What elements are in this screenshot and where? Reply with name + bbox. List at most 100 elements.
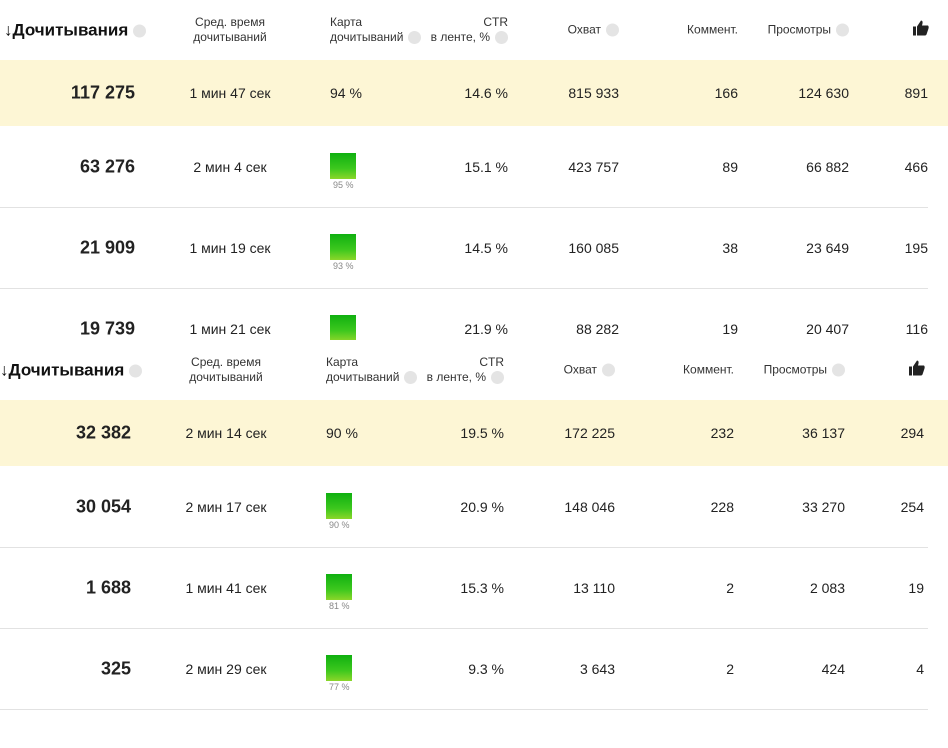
read-map-percent: 93 %	[333, 261, 354, 271]
table-cell: 13 110	[573, 579, 615, 596]
read-map	[326, 655, 352, 681]
table-cell: 90 %	[326, 425, 358, 441]
table-cell: 63 276	[79, 156, 135, 176]
read-map-percent: 95 %	[333, 180, 354, 190]
table-cell: 2	[726, 579, 734, 596]
read-map	[330, 315, 356, 341]
help-icon[interactable]	[602, 363, 615, 377]
table-cell: 15.3 %	[460, 579, 504, 596]
table-cell: 117 275	[70, 82, 135, 103]
table-cell: 148 046	[564, 498, 615, 515]
table-cell: 9.3 %	[468, 660, 504, 677]
read-map	[330, 234, 356, 260]
table-cell: 254	[900, 498, 924, 515]
table-cell: 232	[710, 425, 734, 441]
table-row	[0, 126, 928, 208]
table-cell: 38	[722, 239, 738, 256]
read-map-percent: 81 %	[329, 601, 350, 611]
column-header: Просмотры	[736, 363, 845, 378]
table-cell: 66 882	[806, 158, 849, 175]
help-icon[interactable]	[408, 31, 422, 45]
table-row	[0, 466, 928, 548]
table-cell: 89	[722, 158, 738, 175]
table-cell: 1 688	[85, 577, 131, 597]
table-cell: 1 мин 47 сек	[189, 85, 271, 101]
table-cell: 19	[908, 579, 924, 596]
help-icon[interactable]	[129, 364, 143, 378]
table-cell: 32 382	[75, 422, 131, 443]
table-cell: 1 мин 41 сек	[185, 579, 267, 596]
likes-icon	[909, 360, 925, 380]
table: ↓Дочитывания Сред. время дочитываний Карта…	[0, 340, 948, 710]
table-row	[0, 207, 928, 289]
table-cell: 14.5 %	[464, 239, 508, 256]
table-cell: 15.1 %	[464, 158, 508, 175]
column-header: ↓Дочитывания	[4, 21, 147, 39]
table: ↓Дочитывания Сред. время дочитываний Карта…	[0, 0, 948, 370]
table-cell: 20.9 %	[460, 498, 504, 515]
table-cell: 195	[904, 239, 928, 256]
table-cell: 33 270	[802, 498, 845, 515]
table-cell: 21 909	[79, 237, 135, 257]
table-cell: 4	[916, 660, 924, 677]
help-icon[interactable]	[836, 23, 849, 37]
read-map	[330, 153, 356, 179]
table-cell: 20 407	[806, 320, 849, 337]
table-cell: 166	[714, 85, 738, 101]
table-cell: 1 мин 21 сек	[189, 320, 271, 337]
table-cell: 23 649	[806, 239, 849, 256]
column-header: Сред. время дочитываний	[189, 355, 263, 384]
column-header: Карта дочитываний	[326, 355, 418, 385]
table-cell: 2 083	[809, 579, 845, 596]
column-header: Коммент.	[687, 22, 738, 37]
help-icon[interactable]	[404, 371, 418, 385]
table-cell: 2 мин 17 сек	[185, 498, 267, 515]
read-map-percent: 90 %	[329, 520, 350, 530]
table-cell: 423 757	[568, 158, 619, 175]
read-map	[326, 574, 352, 600]
help-icon[interactable]	[133, 24, 147, 38]
table-cell: 2 мин 29 сек	[185, 660, 267, 677]
table-cell: 160 085	[568, 239, 619, 256]
table-cell: 88 282	[576, 320, 619, 337]
table-row	[0, 60, 948, 126]
table-cell: 30 054	[75, 496, 131, 516]
column-header: CTR в ленте, %	[426, 355, 504, 385]
table-row	[0, 400, 948, 466]
help-icon[interactable]	[495, 31, 508, 45]
table-cell: 294	[900, 425, 924, 441]
column-header: ↓Дочитывания	[0, 361, 143, 379]
read-map-percent: 77 %	[329, 682, 350, 692]
help-icon[interactable]	[606, 23, 619, 37]
table-cell: 325	[100, 658, 131, 678]
table-cell: 36 137	[802, 425, 845, 441]
table-row	[0, 547, 928, 629]
table-cell: 466	[904, 158, 928, 175]
column-header: Охват	[520, 23, 619, 38]
table-cell: 94 %	[330, 85, 362, 101]
thumb-icon	[913, 20, 929, 36]
table-cell: 424	[821, 660, 845, 677]
thumb-icon	[909, 360, 925, 376]
table-cell: 2 мин 14 сек	[185, 425, 267, 441]
likes-icon	[913, 20, 929, 40]
read-map	[326, 493, 352, 519]
column-header: Охват	[516, 363, 615, 378]
table-cell: 228	[710, 498, 734, 515]
column-header: CTR в ленте, %	[430, 15, 508, 45]
table-cell: 14.6 %	[464, 85, 508, 101]
table-cell: 19.5 %	[460, 425, 504, 441]
table-cell: 891	[904, 85, 928, 101]
table-cell: 19	[722, 320, 738, 337]
table-cell: 2	[726, 660, 734, 677]
table-cell: 19 739	[79, 318, 135, 338]
help-icon[interactable]	[491, 371, 504, 385]
column-header: Сред. время дочитываний	[193, 15, 267, 44]
table-row	[0, 628, 928, 710]
help-icon[interactable]	[832, 363, 845, 377]
table-cell: 3 643	[579, 660, 615, 677]
table-cell: 1 мин 19 сек	[189, 239, 271, 256]
column-header: Карта дочитываний	[330, 15, 422, 45]
table-cell: 2 мин 4 сек	[193, 158, 267, 175]
